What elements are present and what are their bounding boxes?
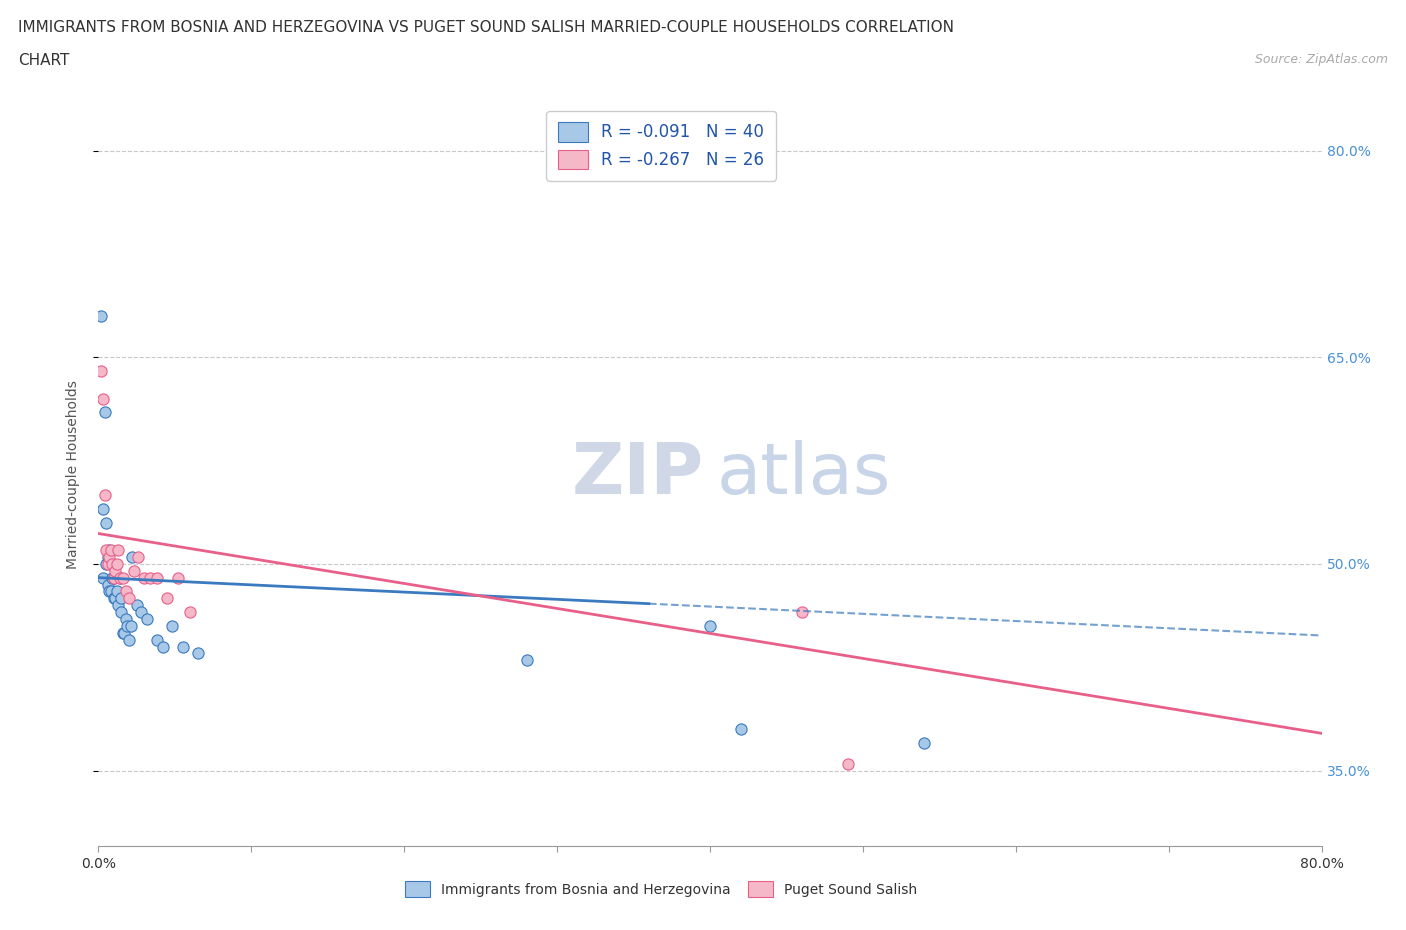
Y-axis label: Married-couple Households: Married-couple Households	[66, 379, 80, 569]
Point	[837, 756, 859, 771]
Point	[107, 542, 129, 557]
Point	[156, 591, 179, 605]
Point	[97, 550, 120, 565]
Point	[160, 618, 183, 633]
Point	[108, 570, 131, 585]
Point	[91, 501, 114, 516]
Point	[94, 515, 117, 530]
Point	[105, 556, 128, 571]
Point	[111, 570, 134, 585]
Point	[112, 625, 135, 640]
Point	[167, 570, 190, 585]
Text: atlas: atlas	[716, 440, 890, 509]
Text: Source: ZipAtlas.com: Source: ZipAtlas.com	[1254, 53, 1388, 66]
Point	[98, 584, 121, 599]
Point	[110, 591, 132, 605]
Point	[91, 570, 114, 585]
Point	[90, 309, 112, 324]
Point	[129, 604, 152, 619]
Point	[90, 364, 112, 379]
Point	[98, 542, 121, 557]
Point	[139, 570, 162, 585]
Legend: Immigrants from Bosnia and Herzegovina, Puget Sound Salish: Immigrants from Bosnia and Herzegovina, …	[399, 875, 922, 903]
Point	[118, 632, 141, 647]
Point	[136, 612, 159, 627]
Point	[912, 736, 935, 751]
Point	[93, 405, 115, 419]
Point	[118, 591, 141, 605]
Text: IMMIGRANTS FROM BOSNIA AND HERZEGOVINA VS PUGET SOUND SALISH MARRIED-COUPLE HOUS: IMMIGRANTS FROM BOSNIA AND HERZEGOVINA V…	[18, 20, 955, 35]
Point	[516, 653, 538, 668]
Text: CHART: CHART	[18, 53, 70, 68]
Point	[125, 598, 148, 613]
Point	[105, 584, 128, 599]
Point	[97, 556, 120, 571]
Point	[103, 570, 125, 585]
Point	[145, 632, 167, 647]
Point	[122, 564, 145, 578]
Point	[172, 639, 194, 654]
Point	[107, 598, 129, 613]
Point	[115, 612, 138, 627]
Point	[699, 618, 721, 633]
Text: ZIP: ZIP	[572, 440, 704, 509]
Point	[117, 618, 139, 633]
Point	[152, 639, 174, 654]
Point	[108, 570, 131, 585]
Point	[93, 487, 115, 502]
Point	[127, 550, 149, 565]
Point	[97, 578, 120, 592]
Point	[98, 550, 121, 565]
Point	[179, 604, 201, 619]
Point	[103, 591, 125, 605]
Point	[91, 392, 114, 406]
Point	[134, 570, 156, 585]
Point	[115, 584, 138, 599]
Point	[100, 542, 122, 557]
Point	[103, 570, 125, 585]
Point	[100, 556, 122, 571]
Point	[110, 604, 132, 619]
Point	[101, 556, 124, 571]
Point	[121, 550, 143, 565]
Point	[100, 584, 122, 599]
Point	[730, 722, 752, 737]
Point	[145, 570, 167, 585]
Point	[790, 604, 813, 619]
Point	[120, 618, 142, 633]
Point	[94, 556, 117, 571]
Point	[104, 564, 127, 578]
Point	[104, 591, 127, 605]
Point	[101, 570, 124, 585]
Point	[111, 625, 134, 640]
Point	[187, 646, 209, 661]
Point	[94, 542, 117, 557]
